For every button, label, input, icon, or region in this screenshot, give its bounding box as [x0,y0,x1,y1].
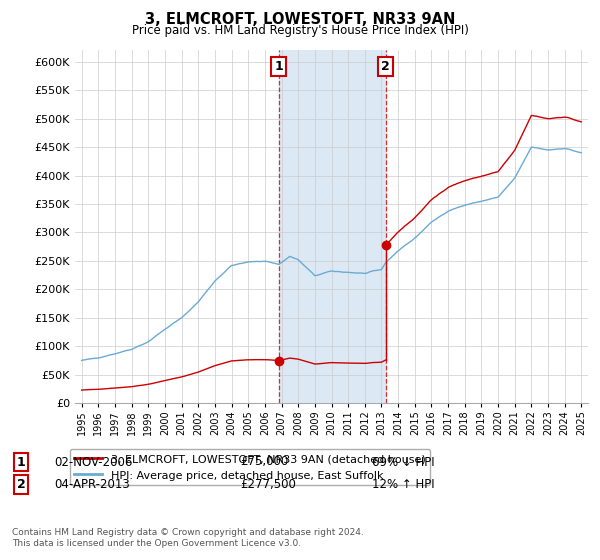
Bar [279,50,386,403]
Text: 1: 1 [17,455,25,469]
Text: 3, ELMCROFT, LOWESTOFT, NR33 9AN: 3, ELMCROFT, LOWESTOFT, NR33 9AN [145,12,455,27]
Text: 1: 1 [274,60,283,73]
Text: £277,500: £277,500 [240,478,296,491]
Legend: 3, ELMCROFT, LOWESTOFT, NR33 9AN (detached house), HPI: Average price, detached : 3, ELMCROFT, LOWESTOFT, NR33 9AN (detach… [70,449,430,485]
Text: £75,000: £75,000 [240,455,288,469]
Text: 69% ↓ HPI: 69% ↓ HPI [372,455,434,469]
Text: 02-NOV-2006: 02-NOV-2006 [54,455,133,469]
Text: 12% ↑ HPI: 12% ↑ HPI [372,478,434,491]
Text: Contains HM Land Registry data © Crown copyright and database right 2024.
This d: Contains HM Land Registry data © Crown c… [12,528,364,548]
Text: 2: 2 [17,478,25,491]
Text: Price paid vs. HM Land Registry's House Price Index (HPI): Price paid vs. HM Land Registry's House … [131,24,469,36]
Text: 2: 2 [381,60,390,73]
Text: 04-APR-2013: 04-APR-2013 [54,478,130,491]
